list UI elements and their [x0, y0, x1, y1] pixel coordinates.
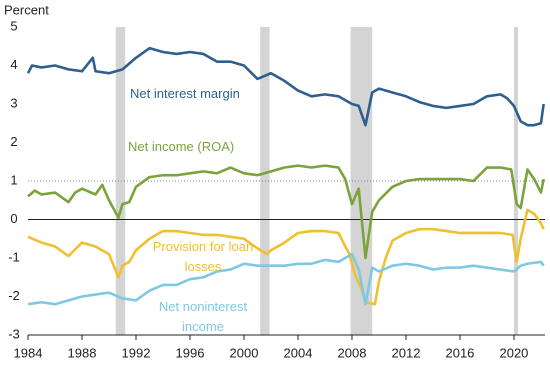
x-tick-label: 2008 [338, 345, 367, 360]
y-tick-label: 2 [10, 134, 17, 149]
x-tick-label: 2016 [445, 345, 474, 360]
series-label: Net interest margin [130, 86, 240, 101]
y-tick-label: 5 [10, 18, 17, 33]
x-tick-label: 2020 [499, 345, 528, 360]
y-axis-label: Percent [4, 2, 49, 17]
x-tick-label: 2000 [230, 345, 259, 360]
y-tick-label: -3 [8, 326, 20, 341]
recession-band [260, 27, 270, 335]
recession-band [115, 27, 126, 335]
y-tick-label: 3 [10, 95, 17, 110]
y-tick-label: 0 [10, 211, 17, 226]
series-line [26, 46, 545, 127]
series-label: Provision for loan losses [152, 239, 254, 274]
series-label: Net income (ROA) [128, 139, 235, 154]
series-line [27, 208, 545, 306]
y-tick-label: -1 [8, 249, 20, 264]
x-tick-label: 2012 [392, 345, 421, 360]
x-tick-label: 1996 [176, 345, 205, 360]
recession-band [513, 27, 519, 335]
y-tick-label: 4 [10, 57, 17, 72]
x-tick-label: 1992 [122, 345, 151, 360]
series-label: Net noninterest income [158, 299, 248, 334]
series-line [27, 252, 545, 306]
x-tick-label: 2004 [284, 345, 313, 360]
x-tick-label: 1984 [14, 345, 43, 360]
y-tick-label: -2 [8, 288, 20, 303]
y-tick-label: 1 [10, 172, 17, 187]
series-line [27, 164, 545, 260]
x-tick-label: 1988 [68, 345, 97, 360]
